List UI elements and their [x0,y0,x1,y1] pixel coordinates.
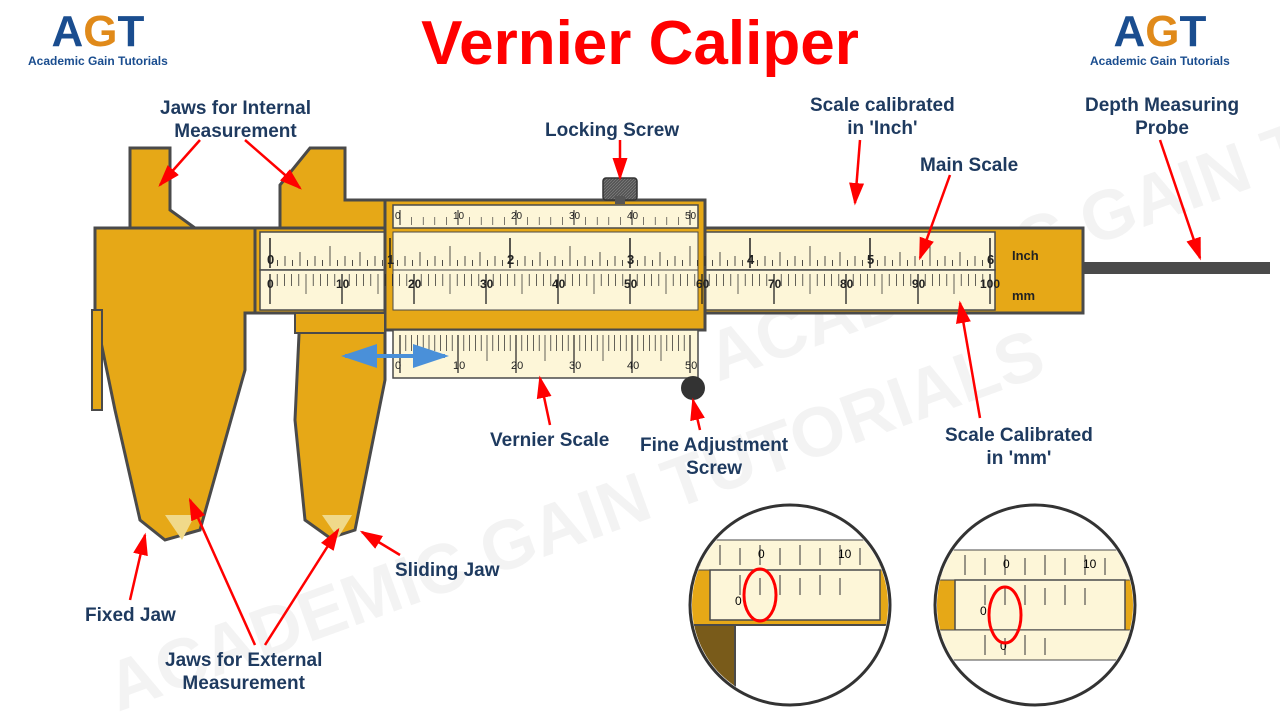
lower-jaw-sliding [295,313,385,538]
svg-text:2: 2 [507,252,514,267]
svg-text:90: 90 [912,277,926,291]
label-jaws-external: Jaws for ExternalMeasurement [165,650,322,696]
fixed-jaw-body [95,228,255,540]
upper-jaw-fixed [130,148,195,228]
svg-text:10: 10 [453,211,465,222]
label-depth-probe: Depth MeasuringProbe [1085,95,1239,141]
svg-text:50: 50 [685,211,697,222]
upper-jaw-sliding [280,148,385,228]
label-scale-mm: Scale Calibratedin 'mm' [945,425,1093,471]
svg-text:0: 0 [1003,557,1010,571]
label-jaws-internal: Jaws for InternalMeasurement [160,98,311,144]
svg-text:30: 30 [569,360,581,372]
svg-text:0: 0 [395,360,401,372]
svg-text:0: 0 [758,547,765,561]
svg-text:10: 10 [838,547,852,561]
label-vernier-scale: Vernier Scale [490,430,609,453]
svg-text:0: 0 [395,211,401,222]
svg-text:mm: mm [1012,288,1035,303]
label-fixed-jaw: Fixed Jaw [85,605,176,628]
svg-text:50: 50 [685,360,697,372]
depth-probe-rod [1075,262,1270,274]
svg-text:30: 30 [480,277,494,291]
label-scale-inch: Scale calibratedin 'Inch' [810,95,955,141]
svg-text:10: 10 [453,360,465,372]
fine-adjust-thumb [681,376,705,400]
svg-text:20: 20 [511,360,523,372]
svg-text:30: 30 [569,211,581,222]
inset-1: 0 10 0 [690,505,890,705]
svg-text:3: 3 [627,252,634,267]
label-locking-screw: Locking Screw [545,120,679,143]
label-main-scale: Main Scale [920,155,1018,178]
svg-text:1: 1 [387,252,394,267]
svg-text:60: 60 [696,277,710,291]
svg-text:80: 80 [840,277,854,291]
svg-text:20: 20 [511,211,523,222]
svg-text:0: 0 [980,604,987,618]
svg-text:70: 70 [768,277,782,291]
inset-2: 0 10 0 0 [935,505,1135,705]
svg-text:0: 0 [735,594,742,608]
svg-text:100: 100 [980,277,1000,291]
svg-text:40: 40 [627,211,639,222]
label-fine-adjust: Fine AdjustmentScrew [640,435,788,481]
svg-text:6: 6 [987,252,994,267]
svg-text:5: 5 [867,252,874,267]
svg-text:10: 10 [336,277,350,291]
svg-text:0: 0 [267,277,274,291]
svg-text:4: 4 [747,252,755,267]
svg-text:0: 0 [267,252,274,267]
svg-text:40: 40 [552,277,566,291]
label-sliding-jaw: Sliding Jaw [395,560,500,583]
svg-text:10: 10 [1083,557,1097,571]
svg-text:40: 40 [627,360,639,372]
svg-text:Inch: Inch [1012,248,1039,263]
svg-text:50: 50 [624,277,638,291]
svg-text:20: 20 [408,277,422,291]
